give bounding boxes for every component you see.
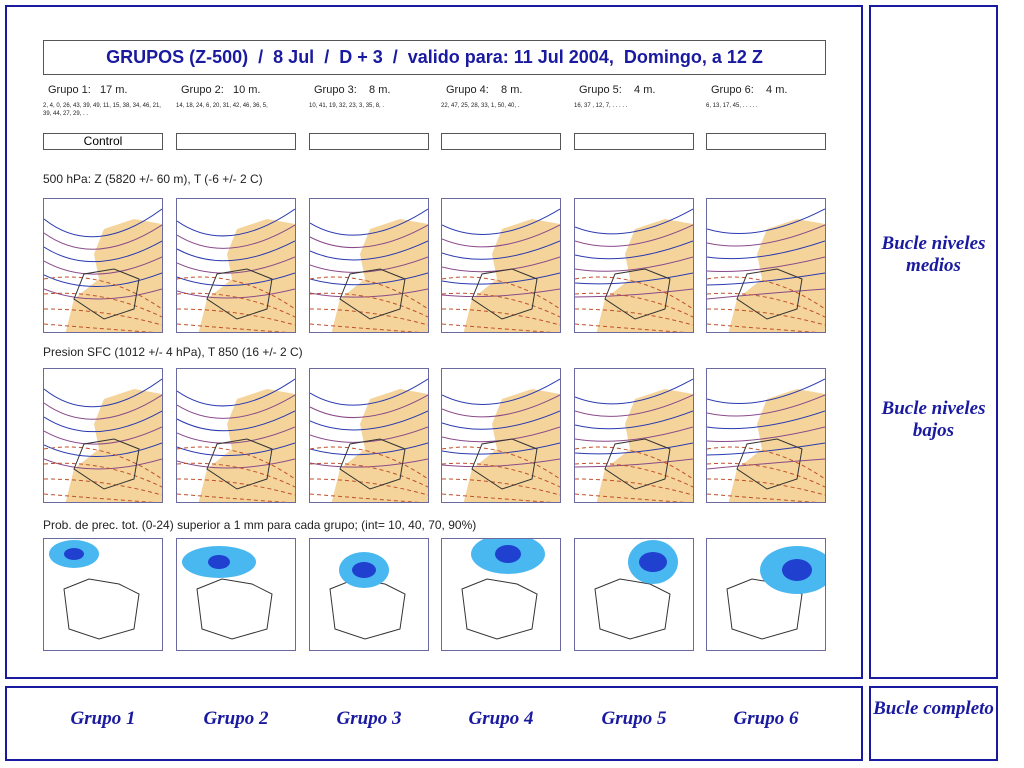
section-title: Presion SFC (1012 +/- 4 hPa), T 850 (16 …: [43, 345, 303, 359]
map-thumbnail[interactable]: [43, 198, 163, 333]
section-title: Prob. de prec. tot. (0-24) superior a 1 …: [43, 518, 477, 532]
control-box: [309, 133, 429, 150]
map-image: [442, 539, 560, 650]
map-thumbnail[interactable]: [574, 368, 694, 503]
control-box: [441, 133, 561, 150]
loop-low-link[interactable]: Bucle niveles bajos: [881, 398, 986, 441]
map-image: [575, 199, 693, 332]
map-image: [575, 539, 693, 650]
group-members: 6, 13, 17, 45, . . . . .: [706, 103, 758, 109]
map-thumbnail[interactable]: [176, 538, 296, 651]
map-thumbnail[interactable]: [176, 368, 296, 503]
map-image: [44, 539, 162, 650]
bottom-frame: [5, 686, 863, 761]
group-label: Grupo 4: 8 m.: [446, 84, 523, 96]
map-image: [44, 369, 162, 502]
group-link[interactable]: Grupo 3: [336, 708, 402, 729]
control-box: [574, 133, 694, 150]
map-image: [442, 199, 560, 332]
group-link[interactable]: Grupo 5: [601, 708, 667, 729]
side-frame: [869, 5, 998, 679]
map-thumbnail[interactable]: [441, 198, 561, 333]
map-thumbnail[interactable]: [574, 538, 694, 651]
map-thumbnail[interactable]: [574, 198, 694, 333]
map-image: [44, 199, 162, 332]
section-title: 500 hPa: Z (5820 +/- 60 m), T (-6 +/- 2 …: [43, 172, 263, 186]
group-members: 14, 18, 24, 6, 20, 31, 42, 46, 36, 5,: [176, 103, 268, 109]
map-image: [707, 199, 825, 332]
group-link[interactable]: Grupo 2: [203, 708, 269, 729]
map-thumbnail[interactable]: [706, 198, 826, 333]
map-thumbnail[interactable]: [706, 538, 826, 651]
group-members: 22, 47, 25, 28, 33, 1, 50, 40, .: [441, 103, 520, 109]
map-thumbnail[interactable]: [176, 198, 296, 333]
group-label: Grupo 1: 17 m.: [48, 84, 128, 96]
map-image: [310, 369, 428, 502]
map-thumbnail[interactable]: [309, 198, 429, 333]
map-thumbnail[interactable]: [706, 368, 826, 503]
group-link[interactable]: Grupo 1: [70, 708, 136, 729]
loop-mid-link[interactable]: Bucle niveles medios: [881, 233, 986, 276]
map-image: [177, 539, 295, 650]
group-label: Grupo 5: 4 m.: [579, 84, 656, 96]
header-title: GRUPOS (Z-500) / 8 Jul / D + 3 / valido …: [43, 40, 826, 75]
group-link[interactable]: Grupo 6: [733, 708, 799, 729]
map-thumbnail[interactable]: [43, 368, 163, 503]
group-link[interactable]: Grupo 4: [468, 708, 534, 729]
group-members: 16, 37 , 12, 7, . . . . .: [574, 103, 628, 109]
corner-frame: [869, 686, 998, 761]
map-image: [442, 369, 560, 502]
group-members: 10, 41, 19, 32, 23, 3, 35, 8, .: [309, 103, 385, 109]
control-box: [706, 133, 826, 150]
loop-all-link[interactable]: Bucle completo: [873, 698, 994, 719]
control-box: [176, 133, 296, 150]
map-image: [177, 199, 295, 332]
map-thumbnail[interactable]: [309, 538, 429, 651]
group-label: Grupo 6: 4 m.: [711, 84, 788, 96]
group-label: Grupo 3: 8 m.: [314, 84, 391, 96]
map-image: [707, 539, 825, 650]
group-members: 2, 4, 0, 26, 43, 39, 49, 11, 15, 38, 34,…: [43, 103, 161, 117]
control-box: Control: [43, 133, 163, 150]
map-thumbnail[interactable]: [441, 538, 561, 651]
group-label: Grupo 2: 10 m.: [181, 84, 261, 96]
map-image: [177, 369, 295, 502]
main-frame: [5, 5, 863, 679]
map-image: [310, 539, 428, 650]
map-thumbnail[interactable]: [309, 368, 429, 503]
map-image: [310, 199, 428, 332]
map-image: [707, 369, 825, 502]
map-thumbnail[interactable]: [43, 538, 163, 651]
map-image: [575, 369, 693, 502]
map-thumbnail[interactable]: [441, 368, 561, 503]
